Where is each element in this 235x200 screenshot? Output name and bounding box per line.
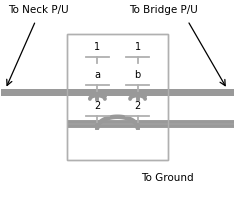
Text: 2: 2 xyxy=(134,101,141,111)
Text: To Bridge P/U: To Bridge P/U xyxy=(129,5,198,15)
Bar xyxy=(67,34,168,160)
Text: To Ground: To Ground xyxy=(141,173,193,183)
Text: a: a xyxy=(94,70,100,80)
Bar xyxy=(67,34,168,160)
Text: 1: 1 xyxy=(94,42,101,52)
Text: b: b xyxy=(134,70,141,80)
Text: 2: 2 xyxy=(94,101,101,111)
Text: 1: 1 xyxy=(134,42,141,52)
Text: To Neck P/U: To Neck P/U xyxy=(8,5,68,15)
